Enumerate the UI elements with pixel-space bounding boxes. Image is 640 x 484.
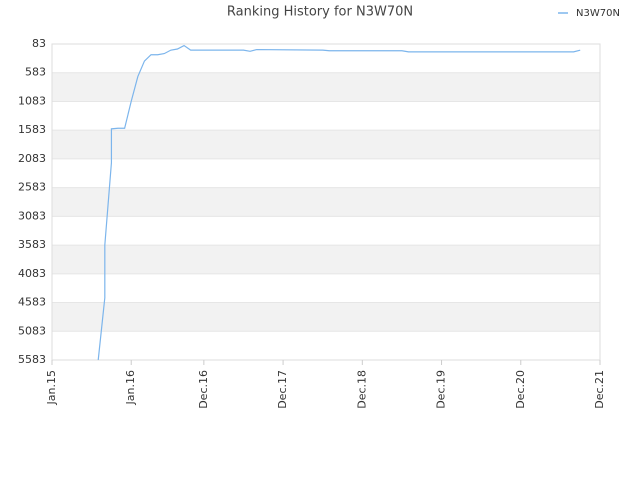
x-tick-label: Dec.20 [514, 370, 527, 409]
legend-label: N3W70N [576, 8, 620, 19]
grid-band [52, 72, 600, 102]
y-tick-label: 2583 [18, 181, 46, 194]
y-tick-label: 5583 [18, 353, 46, 366]
plot-border [51, 43, 601, 361]
x-tick-label: Dec.19 [435, 370, 448, 409]
y-tick-label: 83 [32, 37, 46, 50]
y-tick-label: 3583 [18, 238, 46, 251]
y-tick-label: 2083 [18, 152, 46, 165]
x-tick-label: Jan.16 [124, 370, 137, 405]
y-tick-label: 4083 [18, 267, 46, 280]
y-tick-label: 1083 [18, 94, 46, 107]
line [97, 44, 581, 361]
grid-band [52, 245, 600, 274]
y-tick-label: 4583 [18, 296, 46, 309]
y-tick-label: 1583 [18, 123, 46, 136]
chart-title: Ranking History for N3W70N [227, 5, 413, 20]
x-tick-label: Dec.16 [197, 370, 210, 409]
y-tick-label: 5083 [18, 324, 46, 337]
y-tick-label: 3083 [18, 209, 46, 222]
x-tick-label: Jan.15 [45, 370, 58, 405]
x-tick-label: Dec.18 [355, 370, 368, 409]
y-tick-label: 583 [25, 66, 46, 79]
x-tick-label: Dec.17 [276, 370, 289, 409]
grid-band [52, 302, 600, 332]
grid-band [52, 130, 600, 159]
grid-band [52, 187, 600, 217]
x-tick-label: Dec.21 [593, 370, 606, 409]
